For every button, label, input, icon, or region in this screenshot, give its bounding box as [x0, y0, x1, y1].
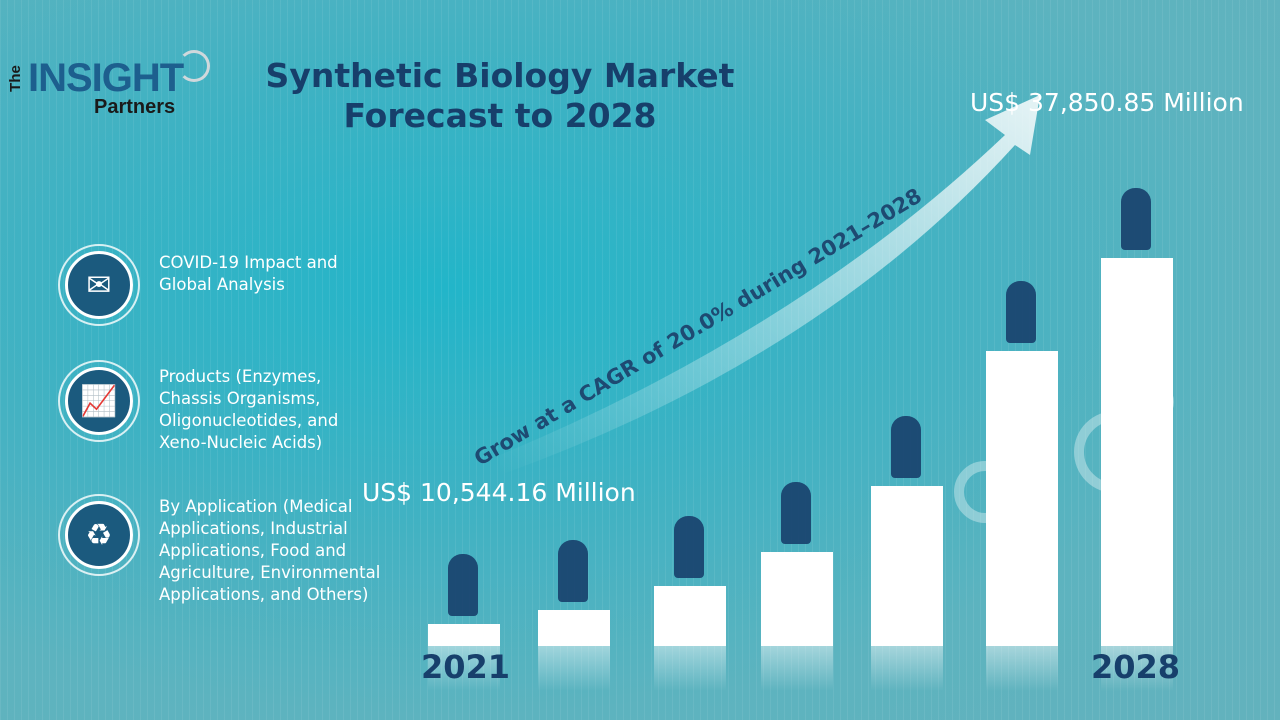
insight-partners-logo: The INSIGHT Partners	[6, 50, 216, 122]
step-bar-reflection	[538, 646, 610, 691]
growth-chart-icon: 📈	[65, 367, 133, 435]
step-bar-reflection	[1101, 646, 1173, 691]
logo-ring	[178, 50, 210, 82]
step-bar	[538, 610, 610, 646]
start-value: US$ 10,544.16 Million	[362, 478, 636, 507]
feature-icon-ring: ♻	[58, 494, 140, 576]
growth-arrow	[500, 95, 1040, 475]
feature-covid: ✉ COVID-19 Impact and Global Analysis	[58, 244, 384, 326]
businessperson-figure	[448, 554, 478, 616]
feature-label: By Application (Medical Applications, In…	[159, 497, 381, 604]
businessperson-figure	[891, 416, 921, 478]
feature-icon-ring: ✉	[58, 244, 140, 326]
title-line-2: Forecast to 2028	[343, 96, 657, 135]
step-bar	[654, 586, 726, 646]
logo-partners: Partners	[94, 96, 176, 118]
step-bar-reflection	[428, 646, 500, 691]
step-bar-reflection	[761, 646, 833, 691]
step-bar	[1101, 258, 1173, 646]
step-bar	[761, 552, 833, 646]
businessperson-figure	[781, 482, 811, 544]
envelope-icon: ✉	[65, 251, 133, 319]
businessperson-figure	[1121, 188, 1151, 250]
feature-products: 📈 Products (Enzymes, Chassis Organisms, …	[58, 360, 384, 454]
end-year: 2028	[1091, 648, 1181, 686]
businessperson-figure	[1006, 281, 1036, 343]
step-bar	[428, 624, 500, 646]
businessperson-figure	[558, 540, 588, 602]
step-bar	[871, 486, 943, 646]
step-bar	[986, 351, 1058, 646]
feature-icon-ring: 📈	[58, 360, 140, 442]
step-bar-reflection	[654, 646, 726, 691]
feature-application: ♻ By Application (Medical Applications, …	[58, 494, 384, 606]
logo-insight: INSIGHT	[28, 56, 184, 100]
feature-label: Products (Enzymes, Chassis Organisms, Ol…	[159, 367, 339, 452]
businessperson-figure	[674, 516, 704, 578]
start-year: 2021	[421, 648, 511, 686]
page-title: Synthetic Biology Market Forecast to 202…	[200, 56, 800, 136]
step-bar-reflection	[986, 646, 1058, 691]
recycle-arrows-icon: ♻	[65, 501, 133, 569]
end-value: US$ 37,850.85 Million	[970, 88, 1244, 117]
feature-label: COVID-19 Impact and Global Analysis	[159, 253, 338, 294]
step-bar-reflection	[871, 646, 943, 691]
title-line-1: Synthetic Biology Market	[265, 56, 735, 95]
